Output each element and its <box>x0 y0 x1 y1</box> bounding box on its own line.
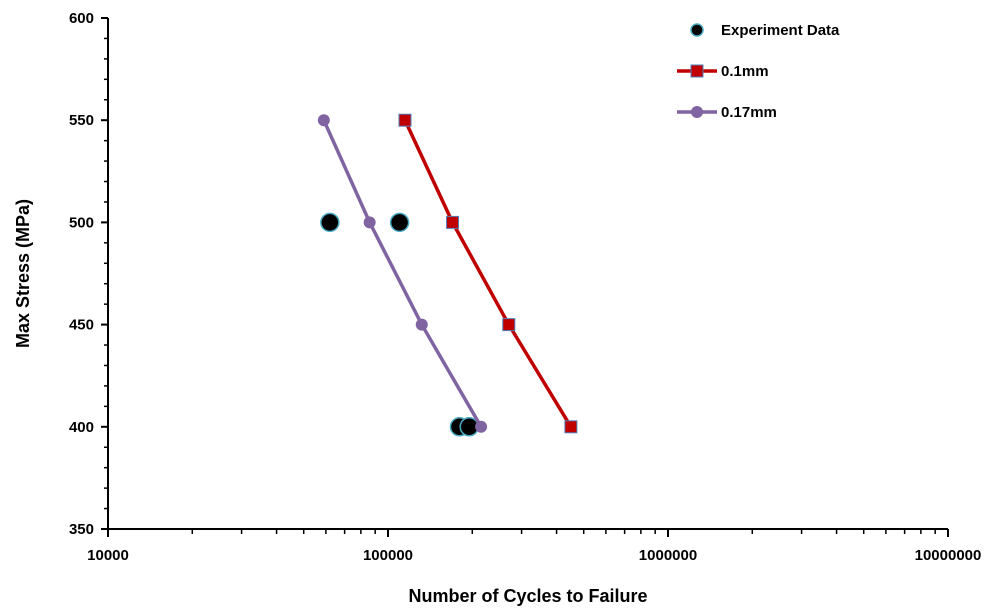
series-1 <box>399 114 577 433</box>
series-0 <box>321 213 478 435</box>
y-tick-label: 400 <box>69 419 94 436</box>
data-point <box>447 216 459 228</box>
data-point <box>318 114 330 126</box>
y-axis-title: Max Stress (MPa) <box>13 199 33 348</box>
legend-label: 0.1mm <box>721 63 769 80</box>
data-point <box>321 213 339 231</box>
series-line <box>405 120 571 427</box>
legend: Experiment Data 0.1mm 0.17mm <box>677 22 840 121</box>
legend-item: 0.1mm <box>677 63 769 80</box>
y-tick-label: 350 <box>69 521 94 538</box>
series-line <box>324 120 481 427</box>
x-axis-title: Number of Cycles to Failure <box>408 586 647 606</box>
x-tick-label: 10000000 <box>915 547 982 564</box>
x-tick-label: 100000 <box>363 547 413 564</box>
x-tick-label: 1000000 <box>639 547 697 564</box>
y-tick-label: 500 <box>69 214 94 231</box>
legend-item: 0.17mm <box>677 104 777 121</box>
data-point <box>416 319 428 331</box>
data-point <box>565 421 577 433</box>
legend-marker <box>691 106 703 118</box>
series-2 <box>318 114 487 433</box>
legend-item: Experiment Data <box>691 22 840 39</box>
ticks-layer: 350 400 450 500 550 600 10000 100000 1000000 1000… <box>69 10 981 564</box>
data-point <box>399 114 411 126</box>
data-point <box>364 216 376 228</box>
data-point <box>503 319 515 331</box>
axes-layer <box>108 18 948 529</box>
legend-label: 0.17mm <box>721 104 777 121</box>
data-point <box>391 213 409 231</box>
y-tick-label: 600 <box>69 10 94 27</box>
y-tick-label: 550 <box>69 112 94 129</box>
legend-marker <box>691 24 703 36</box>
data-point <box>475 421 487 433</box>
legend-label: Experiment Data <box>721 22 840 39</box>
legend-marker <box>691 65 703 77</box>
series-layer <box>318 114 577 436</box>
y-tick-label: 450 <box>69 317 94 334</box>
x-tick-label: 10000 <box>87 547 129 564</box>
